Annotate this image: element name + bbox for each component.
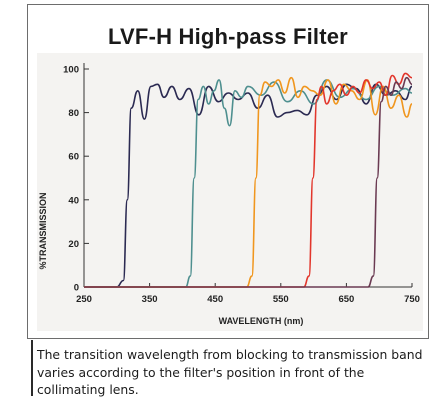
y-tick-label: 80 bbox=[68, 108, 79, 119]
y-tick-label: 0 bbox=[74, 283, 79, 294]
x-tick-label: 550 bbox=[273, 294, 289, 305]
series-line-4 bbox=[84, 72, 413, 288]
series-line-5 bbox=[84, 76, 413, 288]
y-tick-label: 60 bbox=[68, 152, 79, 163]
x-tick-label: 750 bbox=[404, 294, 420, 305]
series-line-3 bbox=[84, 76, 413, 288]
x-tick-label: 650 bbox=[338, 294, 354, 305]
series-line-1 bbox=[84, 83, 413, 288]
chart-panel: 0 20 40 60 80 100 250 350 450 550 650 750 %TRANSMI… bbox=[37, 53, 423, 331]
caption-rule bbox=[31, 340, 33, 396]
y-tick-label: 100 bbox=[63, 65, 79, 76]
transmission-chart: 0 20 40 60 80 100 250 350 450 550 650 750 %TRANSMI… bbox=[38, 63, 420, 326]
x-tick-label: 450 bbox=[207, 294, 223, 305]
figure-caption: The transition wavelength from blocking … bbox=[37, 347, 423, 397]
y-axis-title: %TRANSMISSION bbox=[38, 192, 48, 269]
x-tick-label: 350 bbox=[142, 294, 158, 305]
y-tick-label: 20 bbox=[68, 239, 79, 250]
x-tick-label: 250 bbox=[76, 294, 92, 305]
y-tick-label: 40 bbox=[68, 195, 79, 206]
x-axis-title: WAVELENGTH (nm) bbox=[219, 316, 304, 326]
chart-title: LVF-H High-pass Filter bbox=[108, 24, 348, 49]
series-line-2 bbox=[84, 79, 413, 288]
